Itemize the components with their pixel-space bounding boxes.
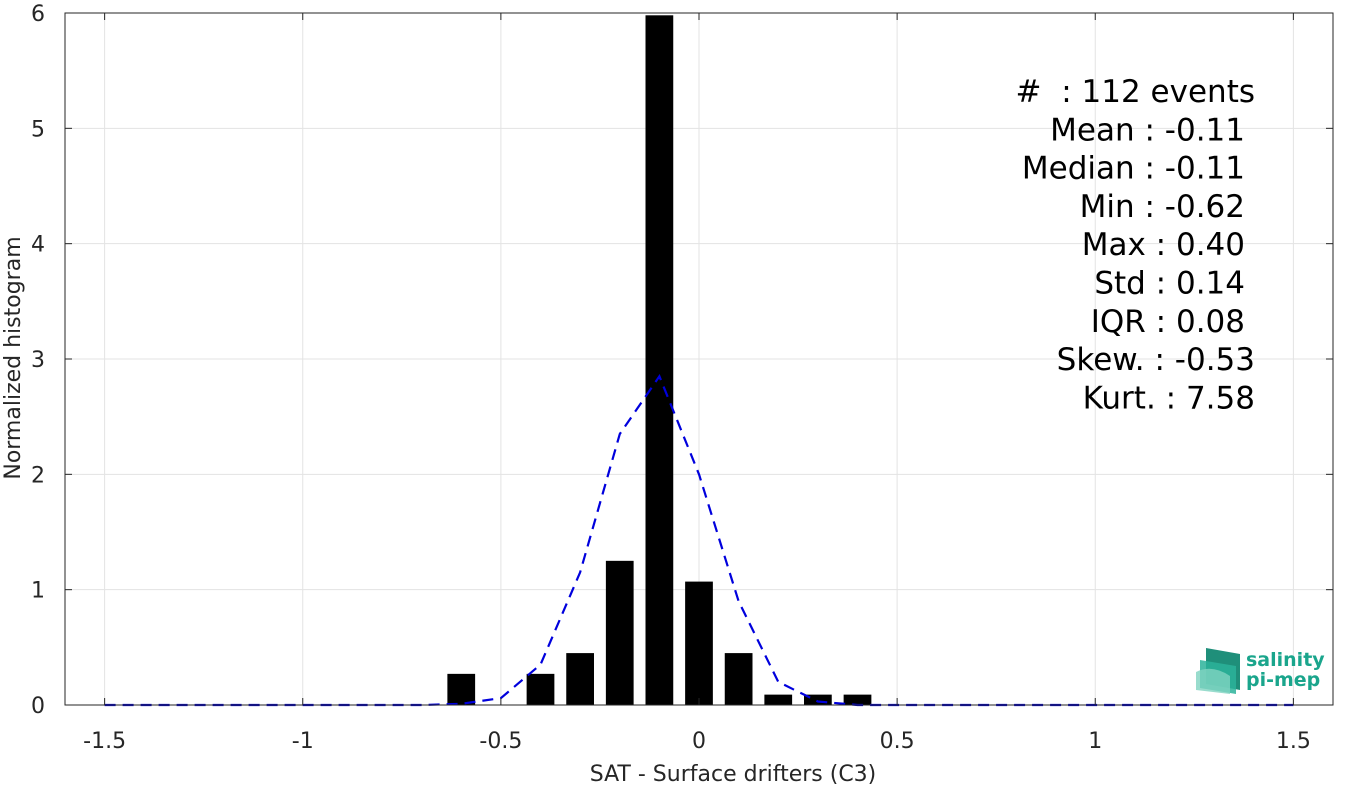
histogram-bar-7 xyxy=(764,694,793,705)
stats-line-6: IQR : 0.08 xyxy=(1091,304,1245,340)
histogram-bar-1 xyxy=(526,673,555,705)
x-tick-label-0: -1.5 xyxy=(83,729,126,754)
y-tick-label-0: 0 xyxy=(31,694,45,719)
stats-line-1: Mean : -0.11 xyxy=(1050,112,1245,148)
y-tick-label-3: 3 xyxy=(31,348,45,373)
stats-line-0: # : 112 events xyxy=(1016,74,1255,110)
x-tick-label-3: 0 xyxy=(692,729,706,754)
histogram-bar-3 xyxy=(605,560,634,705)
stats-line-3: Min : -0.62 xyxy=(1080,189,1245,225)
x-tick-label-1: -1 xyxy=(292,729,314,754)
y-tick-label-5: 5 xyxy=(31,117,45,142)
y-tick-label-4: 4 xyxy=(31,233,45,258)
y-tick-label-2: 2 xyxy=(31,463,45,488)
stats-line-4: Max : 0.40 xyxy=(1082,227,1245,263)
x-tick-label-5: 1 xyxy=(1088,729,1102,754)
salinity-pi-mep-logo: salinity pi-mep xyxy=(1196,648,1325,694)
histogram-bar-8 xyxy=(804,694,832,705)
logo-icon xyxy=(1196,648,1240,694)
bars xyxy=(447,15,872,706)
y-axis-label: Normalized histogram xyxy=(1,236,26,479)
y-tick-label-6: 6 xyxy=(31,2,45,27)
stats-line-5: Std : 0.14 xyxy=(1094,266,1245,302)
stats-line-8: Kurt. : 7.58 xyxy=(1083,380,1255,416)
histogram-bar-5 xyxy=(685,581,713,705)
logo-text-line1: salinity xyxy=(1246,649,1325,671)
stats-line-2: Median : -0.11 xyxy=(1022,151,1245,187)
histogram-bar-6 xyxy=(724,653,753,705)
histogram-bar-0 xyxy=(447,673,476,705)
axis-ticks: -1.5 -1 -0.5 0 0.5 1 1.5 0 1 2 3 4 5 6 xyxy=(31,2,1333,754)
x-axis-label: SAT - Surface drifters (C3) xyxy=(590,762,877,785)
x-tick-label-4: 0.5 xyxy=(880,729,915,754)
stats-line-7: Skew. : -0.53 xyxy=(1057,342,1255,378)
histogram-bar-4 xyxy=(645,15,674,706)
logo-text-line2: pi-mep xyxy=(1246,669,1320,691)
y-tick-label-1: 1 xyxy=(31,579,45,604)
x-tick-label-2: -0.5 xyxy=(479,729,522,754)
histogram-bar-9 xyxy=(843,694,872,705)
x-tick-label-6: 1.5 xyxy=(1276,729,1311,754)
histogram-bar-2 xyxy=(566,653,594,705)
